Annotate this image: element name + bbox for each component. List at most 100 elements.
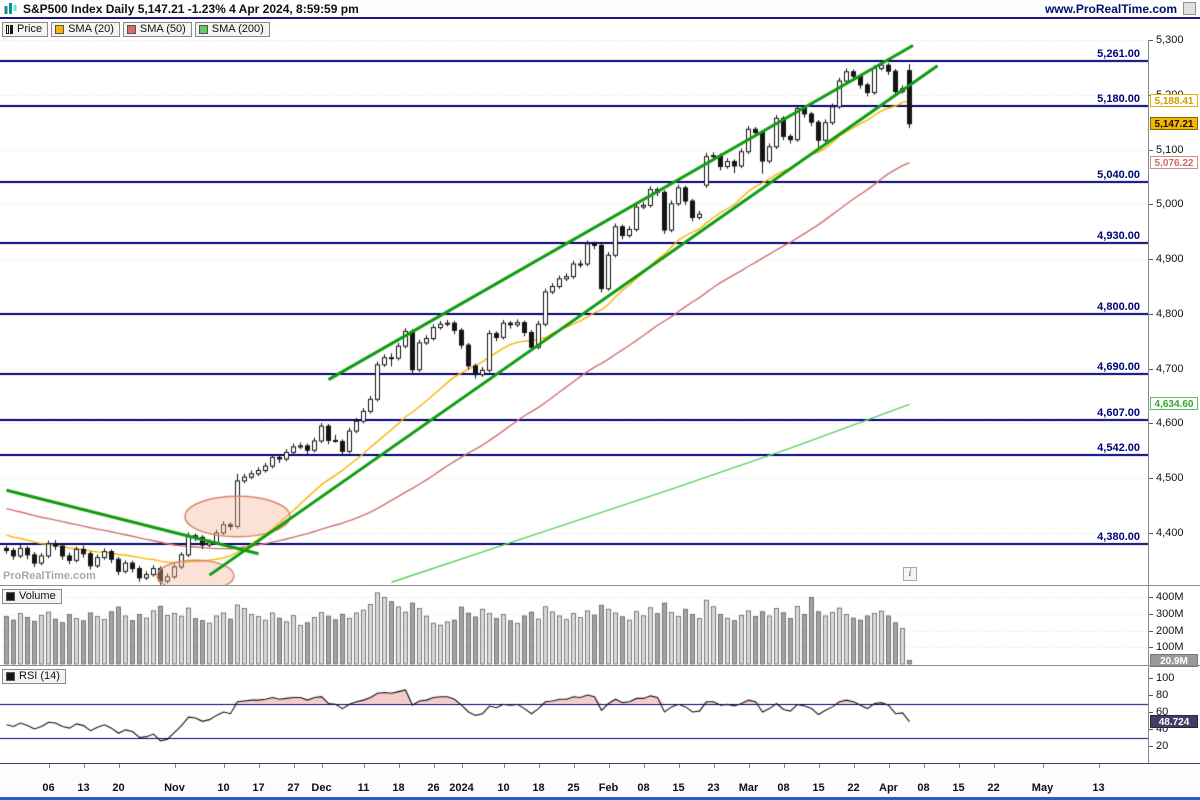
time-axis-tick	[1042, 764, 1044, 768]
time-axis-tick	[888, 764, 890, 768]
price-axis-tick: 4,600	[1149, 417, 1200, 429]
time-axis-tick	[321, 764, 323, 768]
legend-sma50-label: SMA (50)	[139, 23, 186, 35]
time-axis-tick	[223, 764, 225, 768]
level-label: 4,800.00	[1097, 300, 1140, 313]
time-axis-label: 10	[217, 782, 230, 794]
time-axis-tick	[608, 764, 610, 768]
price-axis-tick: 5,300	[1149, 34, 1200, 46]
time-axis-tick	[118, 764, 120, 768]
time-axis-tick	[503, 764, 505, 768]
time-axis-tick	[174, 764, 176, 768]
chart-canvas[interactable]	[0, 40, 1148, 763]
rsi-axis-tick: 80	[1149, 689, 1200, 701]
time-axis-tick	[783, 764, 785, 768]
level-label: 4,607.00	[1097, 406, 1140, 419]
time-axis-tick	[363, 764, 365, 768]
sma20-swatch-icon	[55, 25, 65, 34]
level-label: 5,180.00	[1097, 92, 1140, 105]
time-axis-label: Apr	[879, 782, 898, 794]
time-axis-tick	[853, 764, 855, 768]
rsi-value-badge: 48.724	[1150, 714, 1198, 728]
level-label: 4,690.00	[1097, 361, 1140, 374]
chart-title: S&P500 Index Daily 5,147.21 -1.23% 4 Apr…	[23, 1, 359, 16]
price-axis-tick: 4,800	[1149, 308, 1200, 320]
sma50-value-badge: 5,076.22	[1150, 155, 1198, 169]
legend-price-label: Price	[17, 23, 43, 35]
time-axis-label: 08	[777, 782, 790, 794]
time-axis-tick	[573, 764, 575, 768]
time-axis-label: 22	[987, 782, 1000, 794]
rsi-indicator-chip[interactable]: RSI (14)	[2, 669, 66, 684]
level-label: 4,930.00	[1097, 229, 1140, 242]
rsi-axis-tick: 100	[1149, 672, 1200, 684]
time-axis-tick	[461, 764, 463, 768]
time-axis-label: 08	[637, 782, 650, 794]
price-axis[interactable]: 5,3005,2005,1005,0004,9004,8004,7004,600…	[1148, 34, 1200, 763]
price-axis-tick: 5,100	[1149, 144, 1200, 156]
time-axis-label: 17	[252, 782, 265, 794]
time-axis-label: 15	[812, 782, 825, 794]
volume-label: Volume	[19, 590, 56, 602]
time-axis-label: Feb	[598, 782, 619, 794]
time-axis-label: 13	[77, 782, 90, 794]
time-axis-tick	[293, 764, 295, 768]
price-axis-tick: 4,400	[1149, 527, 1200, 539]
last-price-badge: 5,147.21	[1150, 116, 1198, 130]
time-axis-label: Mar	[738, 782, 759, 794]
volume-axis-tick: 200M	[1149, 625, 1200, 637]
time-axis-label: 18	[392, 782, 405, 794]
time-axis-label: May	[1031, 782, 1054, 794]
info-button[interactable]: i	[903, 567, 917, 581]
volume-swatch-icon	[6, 592, 15, 601]
window-corner-button[interactable]	[1183, 2, 1196, 15]
time-axis-tick	[83, 764, 85, 768]
indicator-legend: Price SMA (20) SMA (50) SMA (200)	[2, 22, 270, 37]
price-swatch-icon	[6, 25, 13, 34]
level-label: 4,380.00	[1097, 530, 1140, 543]
time-axis-tick	[538, 764, 540, 768]
sma20-value-badge: 5,188.41	[1150, 94, 1198, 108]
sma200-swatch-icon	[198, 25, 208, 34]
time-axis-label: 06	[42, 782, 55, 794]
legend-sma50-chip[interactable]: SMA (50)	[122, 22, 192, 37]
time-axis-label: 2024	[449, 782, 474, 794]
panel-resize-divider[interactable]	[0, 665, 1200, 666]
bottom-edge-bar	[0, 797, 1200, 800]
time-axis-tick	[1098, 764, 1100, 768]
time-axis[interactable]: 06 13 20 Nov 10 17 27 Dec 11 18 26 2024 10 18 25 Feb 08 1…	[0, 763, 1200, 797]
time-axis-label: 11	[357, 782, 370, 794]
time-axis-tick	[748, 764, 750, 768]
watermark: ProRealTime.com	[3, 570, 96, 582]
time-axis-label: 15	[672, 782, 685, 794]
time-axis-label: 22	[847, 782, 860, 794]
time-axis-label: Dec	[311, 782, 332, 794]
volume-indicator-chip[interactable]: Volume	[2, 589, 62, 604]
website-link[interactable]: www.ProRealTime.com	[1044, 1, 1177, 16]
time-axis-label: Nov	[164, 782, 185, 794]
legend-sma200-chip[interactable]: SMA (200)	[194, 22, 270, 37]
rsi-label: RSI (14)	[19, 670, 60, 682]
time-axis-tick	[643, 764, 645, 768]
time-axis-label: 13	[1092, 782, 1105, 794]
rsi-swatch-icon	[6, 672, 15, 681]
time-axis-tick	[258, 764, 260, 768]
time-axis-label: 25	[567, 782, 580, 794]
time-axis-label: 10	[497, 782, 510, 794]
time-axis-tick	[48, 764, 50, 768]
level-label: 4,542.00	[1097, 442, 1140, 455]
time-axis-tick	[398, 764, 400, 768]
chart-area: 5,3005,2005,1005,0004,9004,8004,7004,600…	[0, 34, 1200, 763]
app-logo-icon	[4, 2, 17, 15]
legend-sma20-chip[interactable]: SMA (20)	[51, 22, 120, 37]
time-axis-label: 18	[532, 782, 545, 794]
header-bar: S&P500 Index Daily 5,147.21 -1.23% 4 Apr…	[0, 0, 1200, 19]
time-axis-label: 27	[287, 782, 300, 794]
panel-resize-divider[interactable]	[0, 585, 1200, 586]
price-axis-tick: 4,900	[1149, 253, 1200, 265]
time-axis-label: 15	[952, 782, 965, 794]
time-axis-label: 20	[112, 782, 125, 794]
legend-price-chip[interactable]: Price	[2, 22, 49, 37]
time-axis-tick	[818, 764, 820, 768]
